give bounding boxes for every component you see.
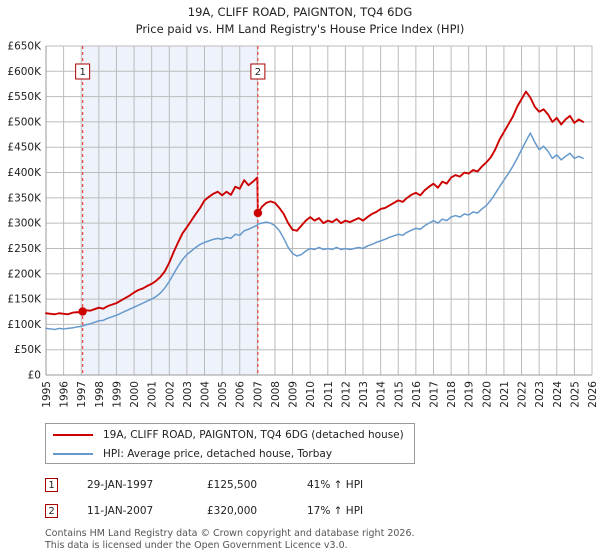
legend-swatch-hpi <box>53 452 93 455</box>
sale-marker-badge: 2 <box>45 504 58 518</box>
y-axis-tick-label: £50K <box>14 344 42 356</box>
sale-marker-badge <box>75 63 91 80</box>
y-axis-tick-label: £100K <box>7 319 42 331</box>
x-axis-tick-label: 2021 <box>499 381 511 408</box>
y-axis-tick-label: £250K <box>7 243 42 255</box>
sale-point <box>78 307 87 316</box>
y-axis-tick-label: £350K <box>7 192 42 204</box>
page-title: 19A, CLIFF ROAD, PAIGNTON, TQ4 6DG Price… <box>0 4 600 38</box>
ownership-band <box>82 46 258 375</box>
sale-price: £125,500 <box>207 479 258 491</box>
x-axis-tick-label: 2003 <box>182 381 194 408</box>
y-axis-tick-label: £300K <box>7 218 42 230</box>
x-axis-tick-label: 2018 <box>446 381 458 408</box>
x-axis-tick-label: 2019 <box>464 381 476 408</box>
sale-price: £320,000 <box>207 505 258 517</box>
x-axis-tick-label: 1999 <box>111 381 123 408</box>
legend-label-hpi: HPI: Average price, detached house, Torb… <box>103 447 333 460</box>
y-axis-tick-label: £400K <box>7 167 42 179</box>
legend-item-property: 19A, CLIFF ROAD, PAIGNTON, TQ4 6DG (deta… <box>53 425 414 444</box>
sale-date: 11-JAN-2007 <box>87 505 154 517</box>
x-axis-tick-label: 2004 <box>200 381 212 408</box>
footer-line-1: Contains HM Land Registry data © Crown c… <box>45 528 415 539</box>
x-axis-tick-label: 2001 <box>147 381 159 408</box>
x-axis-tick-label: 2020 <box>481 381 493 408</box>
x-axis-tick-label: 1996 <box>59 381 71 408</box>
y-axis-tick-label: £150K <box>7 294 42 306</box>
y-axis-tick-label: £500K <box>7 116 42 128</box>
price-history-chart: £0 £50K £100K £150K £200K £250K £300K £350K £400… <box>7 41 599 408</box>
x-axis-tick-label: 2011 <box>323 381 335 408</box>
x-axis-tick-label: 2002 <box>164 381 176 408</box>
x-axis-tick-label: 2023 <box>534 381 546 408</box>
x-axis-tick-label: 2022 <box>517 381 529 408</box>
x-axis-tick-label: 2024 <box>552 381 564 408</box>
sale-hpi-delta: 17% ↑ HPI <box>307 505 364 517</box>
y-axis-tick-label: £200K <box>7 268 42 280</box>
x-axis-tick-label: 2014 <box>376 381 388 408</box>
x-axis-tick-label: 2012 <box>340 381 352 408</box>
legend-label-property: 19A, CLIFF ROAD, PAIGNTON, TQ4 6DG (deta… <box>103 428 404 441</box>
y-axis-tick-label: £550K <box>7 91 42 103</box>
sale-hpi-delta: 41% ↑ HPI <box>307 479 364 491</box>
y-axis-tick-label: £450K <box>7 142 42 154</box>
x-axis-tick-label: 2016 <box>411 381 423 408</box>
x-axis-tick-label: 2008 <box>270 381 282 408</box>
y-axis-tick-label: £650K <box>7 41 42 53</box>
sale-marker-badge-label: 1 <box>79 67 85 78</box>
series-line-hpi <box>45 132 584 331</box>
attribution-footer: Contains HM Land Registry data © Crown c… <box>45 528 585 552</box>
x-axis-tick-label: 1995 <box>41 381 53 408</box>
sale-marker-badge <box>250 63 266 80</box>
x-axis-tick-label: 2026 <box>587 381 599 408</box>
x-axis-tick-label: 1997 <box>76 381 88 408</box>
title-line-2: Price paid vs. HM Land Registry's House … <box>135 22 465 36</box>
x-axis-tick-label: 2006 <box>235 381 247 408</box>
y-axis-tick-label: £600K <box>7 66 42 78</box>
sale-row: 1 29-JAN-1997 £125,500 41% ↑ HPI <box>45 472 505 498</box>
chart-legend: 19A, CLIFF ROAD, PAIGNTON, TQ4 6DG (deta… <box>45 423 415 464</box>
sale-marker-badge: 1 <box>45 478 58 492</box>
x-axis-tick-label: 2005 <box>217 381 229 408</box>
x-axis-tick-label: 2017 <box>428 381 440 408</box>
y-axis-tick-label: £0 <box>28 370 41 382</box>
x-axis-tick-label: 2007 <box>252 381 264 408</box>
x-axis-tick-label: 2000 <box>129 381 141 408</box>
sale-row: 2 11-JAN-2007 £320,000 17% ↑ HPI <box>45 498 505 524</box>
x-axis-tick-label: 2025 <box>569 381 581 408</box>
footer-line-2: This data is licensed under the Open Gov… <box>45 540 348 551</box>
title-line-1: 19A, CLIFF ROAD, PAIGNTON, TQ4 6DG <box>187 5 413 19</box>
legend-swatch-property <box>53 433 93 436</box>
x-axis-tick-label: 2013 <box>358 381 370 408</box>
x-axis-tick-label: 1998 <box>94 381 106 408</box>
sale-date: 29-JAN-1997 <box>87 479 154 491</box>
sales-list: 1 29-JAN-1997 £125,500 41% ↑ HPI 2 11-JA… <box>45 472 505 524</box>
x-axis-tick-label: 2015 <box>393 381 405 408</box>
sale-marker-badge-label: 2 <box>255 67 261 78</box>
series-line-property <box>45 90 585 316</box>
x-axis-tick-label: 2010 <box>305 381 317 408</box>
legend-item-hpi: HPI: Average price, detached house, Torb… <box>53 444 414 463</box>
x-axis-tick-label: 2009 <box>288 381 300 408</box>
sale-point <box>253 208 263 218</box>
